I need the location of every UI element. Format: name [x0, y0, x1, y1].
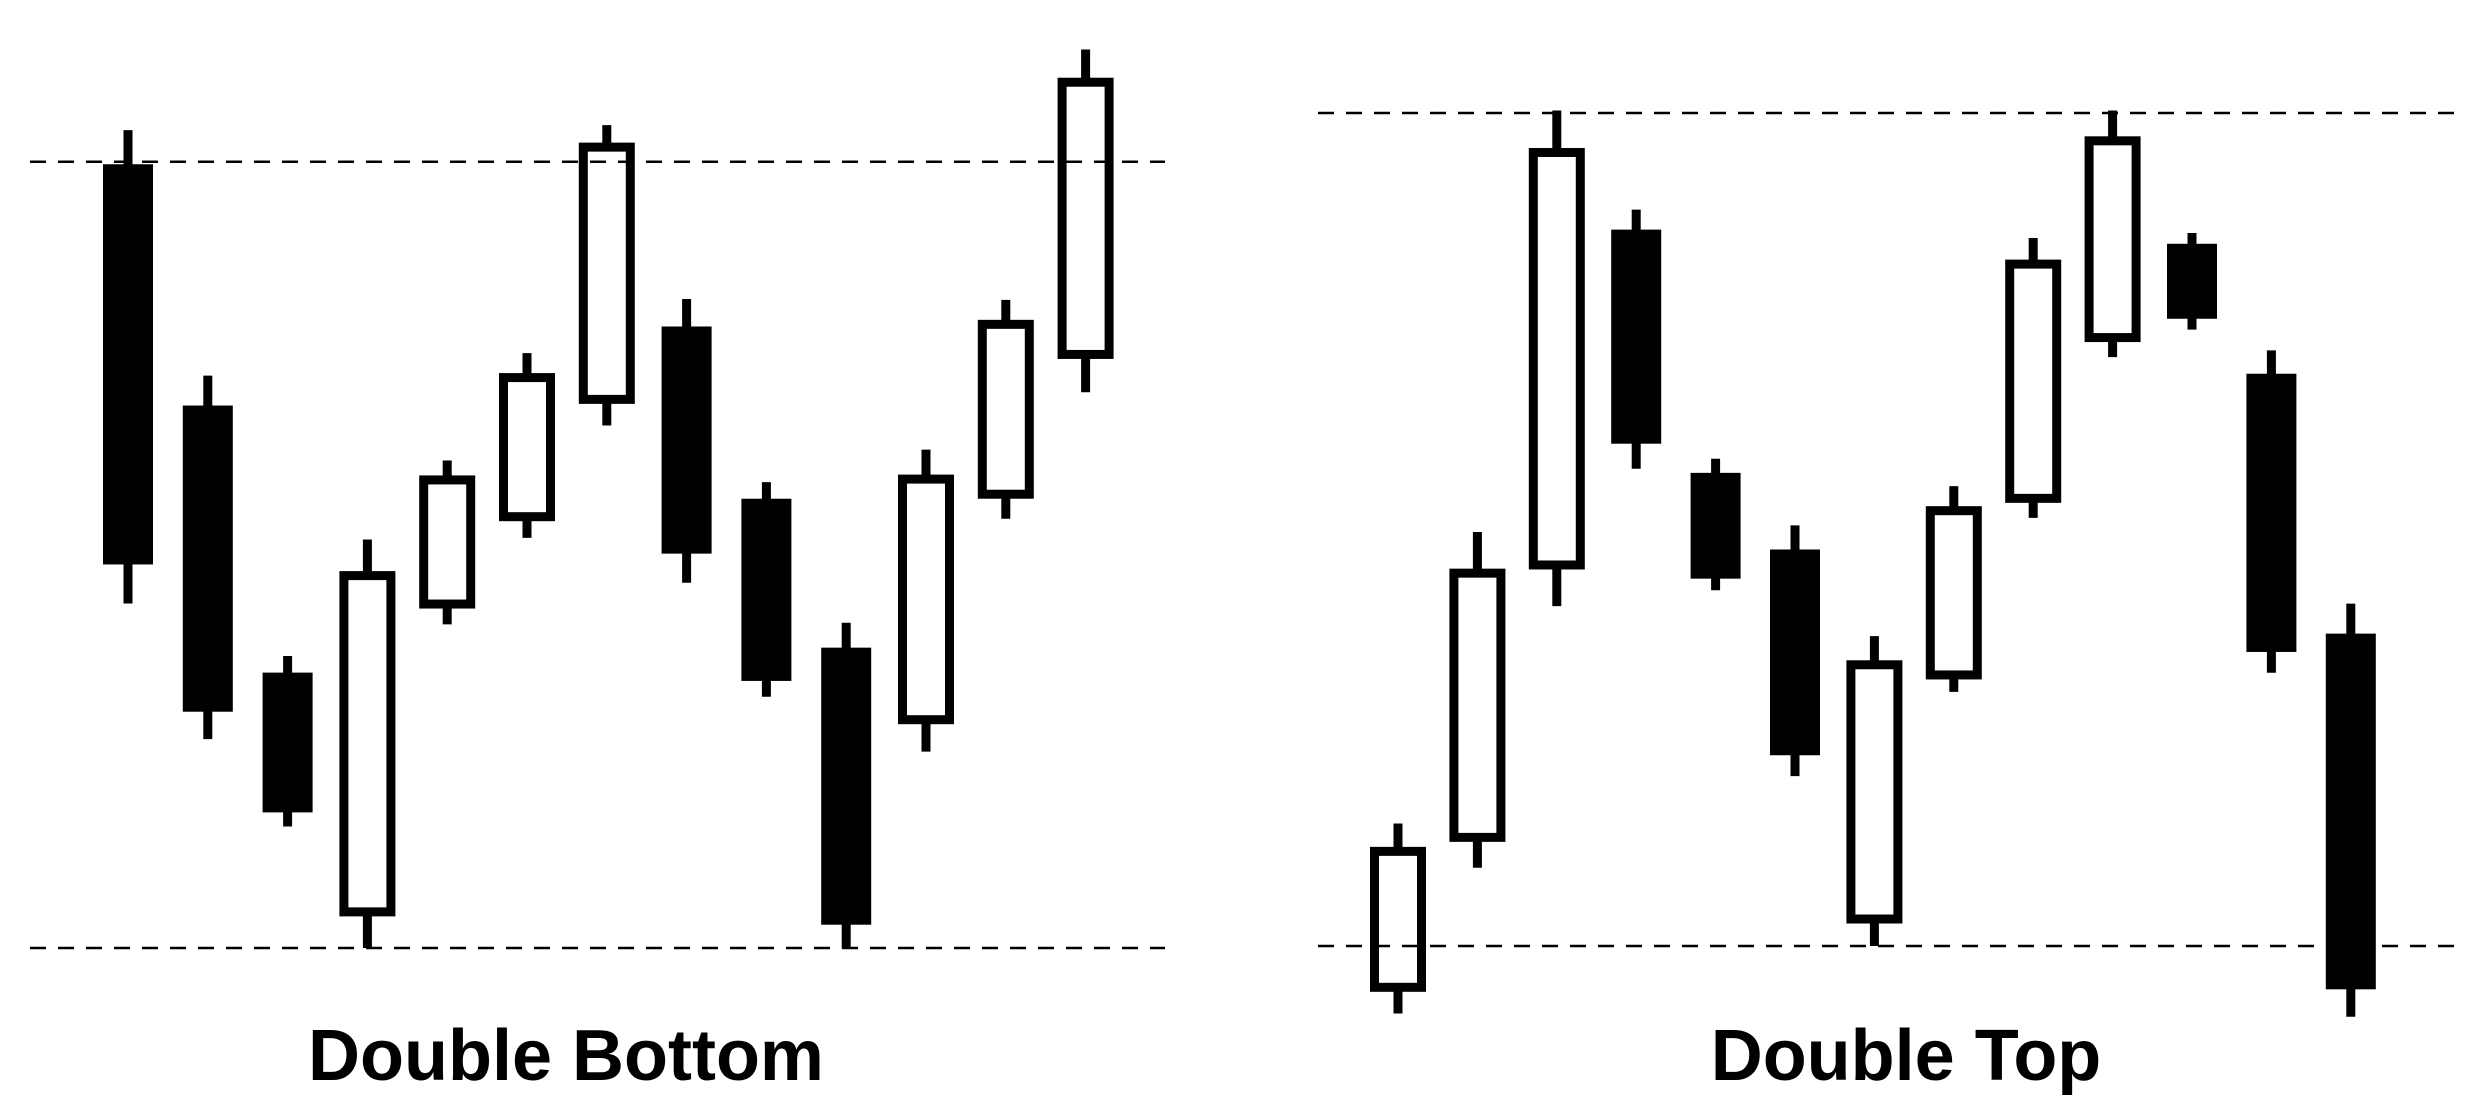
double-bottom-candle [741, 482, 792, 697]
candle-body-hollow [1846, 660, 1903, 924]
double-bottom-candle [499, 353, 555, 538]
candle-body-hollow [499, 373, 555, 522]
double-bottom-candle [103, 130, 153, 604]
double-top-candle [1925, 486, 1982, 692]
candle-body-filled [1690, 472, 1741, 579]
candle-body-hollow [2005, 259, 2062, 503]
candle-body-filled [103, 164, 153, 565]
double-bottom-candle [419, 460, 476, 625]
double-top-candle [1528, 110, 1585, 607]
candle-body-filled [2167, 243, 2217, 319]
double-bottom-title: Double Bottom [308, 1016, 824, 1096]
double-top-candle [2084, 110, 2141, 358]
candle-body-hollow [1370, 846, 1426, 992]
candle-body-hollow [898, 474, 954, 725]
double-top-candle [1611, 209, 1662, 469]
candle-body-hollow [578, 142, 635, 404]
candle-body-filled [1770, 549, 1820, 756]
candle-body-filled [741, 498, 792, 681]
double-top-candle [1370, 823, 1426, 1014]
candle-body-hollow [1449, 568, 1506, 842]
double-top-candle [1846, 636, 1903, 946]
double-bottom-candle [339, 539, 396, 948]
candle-body-filled [182, 405, 233, 712]
double-bottom-candle [821, 622, 872, 948]
double-top-candle [1449, 531, 1506, 868]
double-bottom-candle [578, 125, 635, 426]
double-top-candle [1770, 525, 1820, 777]
candle-body-hollow [419, 475, 476, 609]
candle-body-hollow [2084, 136, 2141, 343]
double-bottom-candle [661, 299, 712, 583]
double-bottom-chart: Double Bottom [30, 49, 1165, 1096]
candle-body-hollow [1528, 147, 1585, 570]
candle-body-filled [661, 326, 712, 554]
candle-body-hollow [339, 571, 396, 917]
double-top-candle [1690, 458, 1741, 591]
double-top-title: Double Top [1711, 1016, 2102, 1096]
candle-body-hollow [977, 319, 1034, 499]
double-top-chart: Double Top [1318, 110, 2456, 1096]
candle-body-filled [1611, 229, 1662, 444]
double-bottom-candle [898, 449, 954, 752]
candle-body-filled [821, 647, 872, 925]
candle-body-hollow [1057, 77, 1114, 359]
double-bottom-candle [182, 375, 233, 740]
double-bottom-candle [1057, 49, 1114, 393]
candle-body-hollow [1925, 506, 1982, 680]
double-top-candle [2325, 603, 2376, 1017]
double-bottom-candle [977, 299, 1034, 519]
double-top-candle [2246, 350, 2297, 673]
double-top-candle [2005, 237, 2062, 518]
candle-body-filled [2325, 633, 2376, 990]
candle-body-filled [2246, 373, 2297, 652]
double-bottom-candle [262, 655, 313, 827]
candle-body-filled [262, 672, 313, 813]
double-top-candle [2167, 232, 2217, 330]
